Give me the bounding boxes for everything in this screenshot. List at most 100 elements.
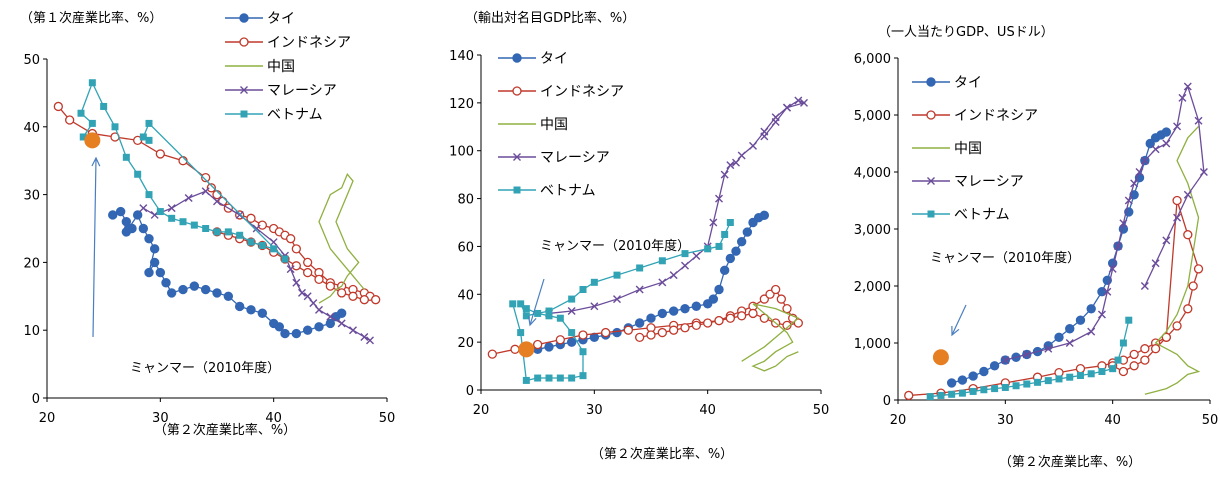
data-point-indonesia — [1075, 363, 1086, 374]
annotation-arrowhead — [91, 156, 101, 167]
data-point-vietnam — [579, 348, 587, 356]
data-point-indonesia — [748, 308, 758, 319]
chart-title: （第１次産業比率、%） — [20, 10, 162, 26]
x-tick-label: 30 — [152, 411, 169, 426]
data-point-thai — [714, 284, 724, 295]
data-point-indonesia — [1140, 344, 1150, 354]
data-point-vietnam — [522, 305, 530, 313]
y-tick-label: 0 — [32, 392, 40, 407]
data-point-malaysia — [749, 141, 757, 150]
legend-label-vietnam: ベトナム — [267, 107, 323, 123]
data-point-vietnam — [1119, 339, 1127, 347]
legend-label-thai: タイ — [540, 51, 568, 67]
data-point-malaysia — [167, 204, 176, 213]
series-thai — [108, 206, 347, 339]
data-point-vietnam — [281, 255, 289, 263]
data-point-malaysia — [1183, 190, 1192, 199]
data-point-indonesia — [359, 295, 369, 305]
data-point-thai — [302, 325, 313, 335]
data-point-thai — [189, 281, 200, 291]
data-point-vietnam — [139, 133, 147, 141]
data-point-indonesia — [578, 330, 588, 340]
chart-panel-3: 0 1,000 2,000 3,000 4,000 5,000 6,000 20 30 40 50 （… — [854, 25, 1218, 470]
data-point-vietnam — [969, 387, 977, 395]
data-point-malaysia — [1001, 356, 1010, 365]
data-point-thai — [336, 308, 347, 318]
series-indonesia — [487, 284, 803, 359]
data-point-malaysia — [794, 96, 803, 105]
data-point-vietnam — [980, 386, 988, 394]
data-point-vietnam — [122, 153, 130, 161]
data-point-vietnam — [202, 225, 210, 232]
data-point-malaysia — [692, 252, 701, 260]
data-point-indonesia — [487, 349, 497, 359]
series-line-indonesia — [57, 106, 379, 301]
data-point-malaysia — [1178, 93, 1187, 102]
annotation-label: ミャンマー（2010年度） — [540, 238, 690, 254]
data-point-malaysia — [1151, 145, 1160, 154]
data-point-vietnam — [509, 300, 517, 308]
data-point-vietnam — [1114, 356, 1122, 364]
annotation-arrowhead — [528, 316, 537, 327]
data-point-vietnam — [545, 312, 553, 320]
data-point-vietnam — [213, 228, 221, 236]
x-tick-label: 40 — [1104, 413, 1121, 428]
data-point-indonesia — [776, 294, 786, 304]
data-point-vietnam — [556, 314, 564, 322]
data-point-thai — [138, 223, 149, 234]
data-point-indonesia — [714, 315, 724, 326]
series-indonesia — [53, 101, 381, 305]
x-tick-label: 40 — [699, 403, 716, 418]
y-tick-label: 4,000 — [854, 166, 891, 181]
annotation-arrow — [951, 304, 967, 336]
data-point-indonesia — [1183, 230, 1193, 240]
data-point-thai — [149, 257, 160, 268]
data-point-vietnam — [145, 136, 153, 144]
data-point-vietnam — [926, 393, 934, 401]
legend-marker-vietnam — [240, 110, 248, 118]
data-point-indonesia — [314, 274, 324, 285]
data-point-myanmar — [84, 132, 101, 149]
annotation-arrow — [92, 157, 97, 338]
x-tick-label: 20 — [39, 411, 56, 426]
data-point-malaysia — [635, 285, 644, 294]
y-tick-label: 140 — [449, 49, 474, 64]
legend-label-thai: タイ — [267, 11, 295, 27]
data-point-thai — [123, 223, 134, 234]
data-point-vietnam — [556, 374, 564, 382]
annotation-arrow — [529, 278, 545, 326]
data-point-thai — [544, 342, 554, 352]
data-point-vietnam — [715, 242, 723, 250]
data-point-indonesia — [371, 295, 381, 305]
data-point-malaysia — [292, 278, 301, 287]
data-point-malaysia — [1173, 122, 1182, 131]
series-line-malaysia — [1005, 84, 1205, 361]
data-point-malaysia — [1173, 213, 1182, 222]
data-point-vietnam — [522, 376, 530, 384]
series-line-vietnam — [80, 81, 286, 260]
y-tick-label: 0 — [466, 384, 474, 399]
legend-label-indonesia: インドネシア — [540, 84, 624, 100]
data-point-vietnam — [726, 219, 734, 226]
data-point-malaysia — [1140, 282, 1149, 290]
legend-label-vietnam: ベトナム — [540, 183, 596, 199]
x-tick-label: 50 — [813, 403, 830, 418]
chart-title: （輸出対名目GDP比率、%） — [465, 10, 635, 26]
data-point-vietnam — [704, 245, 712, 253]
data-point-indonesia — [635, 332, 645, 343]
data-point-indonesia — [1140, 355, 1150, 365]
legend-label-indonesia: インドネシア — [267, 35, 351, 51]
legend-label-thai: タイ — [954, 75, 982, 91]
data-point-indonesia — [246, 213, 256, 223]
data-point-thai — [1097, 287, 1107, 297]
legend-marker-indonesia — [512, 86, 522, 96]
data-point-thai — [957, 375, 968, 385]
data-point-malaysia — [715, 194, 723, 203]
data-point-indonesia — [1118, 366, 1129, 377]
series-line-china — [318, 173, 365, 304]
data-point-vietnam — [681, 250, 689, 258]
data-point-vietnam — [1044, 377, 1052, 385]
data-point-vietnam — [111, 123, 119, 131]
